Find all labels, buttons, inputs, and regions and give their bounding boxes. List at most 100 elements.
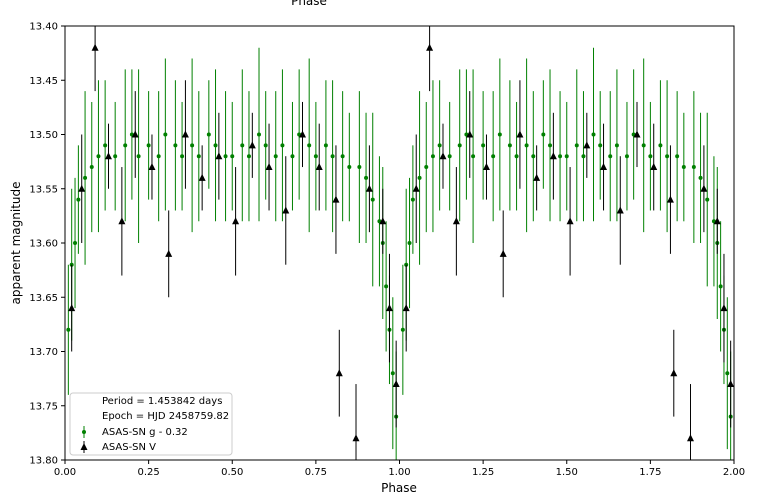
- data-point: [215, 152, 223, 160]
- data-point: [123, 143, 128, 148]
- y-tick-label: 13.55: [29, 184, 58, 195]
- data-point: [181, 130, 189, 138]
- data-point: [633, 130, 641, 138]
- data-point: [452, 217, 460, 225]
- data-point: [514, 154, 519, 159]
- y-tick-label: 13.40: [29, 22, 58, 33]
- data-point: [650, 163, 658, 171]
- data-point: [213, 143, 218, 148]
- legend-epoch: Epoch = HJD 2458759.82: [102, 411, 229, 422]
- data-point: [118, 217, 126, 225]
- data-point: [658, 143, 663, 148]
- data-point: [497, 132, 502, 137]
- data-point: [89, 165, 94, 170]
- data-point: [232, 217, 240, 225]
- data-point: [681, 165, 686, 170]
- data-point: [507, 143, 512, 148]
- data-point: [66, 327, 71, 332]
- data-point: [131, 130, 139, 138]
- data-point: [282, 206, 290, 214]
- data-point: [471, 154, 476, 159]
- data-point: [323, 143, 328, 148]
- data-point: [113, 154, 118, 159]
- data-point: [385, 304, 393, 312]
- x-tick-label: 0.75: [305, 467, 327, 478]
- data-point: [148, 163, 156, 171]
- data-point: [687, 434, 695, 442]
- data-point: [392, 380, 400, 388]
- data-point: [136, 154, 141, 159]
- y-axis-label: apparent magnitude: [9, 181, 23, 304]
- data-point: [206, 132, 211, 137]
- data-point: [616, 206, 624, 214]
- x-axis-label: Phase: [381, 481, 417, 495]
- data-point: [352, 434, 360, 442]
- data-point: [78, 184, 86, 192]
- data-point: [727, 380, 734, 388]
- data-point: [598, 143, 603, 148]
- data-point: [407, 241, 412, 245]
- data-point: [641, 143, 646, 148]
- legend-v-label: ASAS-SN V: [102, 442, 156, 453]
- data-point: [499, 249, 507, 257]
- legend-g-marker: [82, 426, 86, 438]
- data-point: [583, 141, 591, 149]
- data-point: [173, 143, 178, 148]
- data-point: [384, 284, 389, 289]
- data-point: [91, 43, 99, 51]
- data-point: [713, 217, 721, 225]
- data-point: [240, 143, 245, 148]
- data-point: [280, 143, 285, 148]
- data-point: [198, 173, 206, 181]
- data-point: [437, 143, 442, 148]
- y-tick-label: 13.50: [29, 130, 58, 141]
- data-point: [424, 165, 429, 170]
- y-tick-label: 13.70: [29, 347, 58, 358]
- data-point: [335, 369, 343, 377]
- data-point: [457, 143, 462, 148]
- data-point: [541, 132, 546, 137]
- data-point: [156, 154, 161, 159]
- data-point: [290, 154, 295, 159]
- data-point: [246, 154, 251, 159]
- data-point: [426, 43, 434, 51]
- data-point: [307, 143, 312, 148]
- data-point: [313, 154, 318, 159]
- data-point: [330, 154, 335, 159]
- data-point: [574, 143, 579, 148]
- y-tick-label: 13.65: [29, 293, 58, 304]
- x-tick-label: 0.25: [137, 467, 159, 478]
- data-point: [491, 154, 496, 159]
- legend-g-label: ASAS-SN g - 0.32: [102, 427, 188, 438]
- data-point: [700, 184, 708, 192]
- data-point: [666, 195, 674, 203]
- data-point: [410, 197, 415, 202]
- y-tick-label: 13.60: [29, 239, 58, 250]
- data-point: [531, 154, 536, 159]
- data-point: [190, 143, 195, 148]
- data-point: [439, 152, 447, 160]
- data-point: [163, 132, 168, 137]
- y-tick-label: 13.45: [29, 76, 58, 87]
- data-point: [73, 241, 78, 245]
- data-point: [402, 304, 410, 312]
- data-point: [608, 154, 613, 159]
- data-point: [332, 195, 340, 203]
- data-point: [566, 217, 574, 225]
- data-point: [340, 154, 345, 159]
- data-point: [564, 154, 569, 159]
- data-point: [364, 175, 369, 180]
- data-point: [365, 184, 373, 192]
- data-point: [357, 165, 362, 170]
- data-point: [549, 152, 557, 160]
- series-asassn-v: [68, 26, 734, 460]
- data-point: [146, 143, 151, 148]
- data-point: [481, 143, 486, 148]
- y-tick-label: 13.75: [29, 401, 58, 412]
- data-point: [347, 165, 352, 170]
- data-point: [273, 154, 278, 159]
- legend: Period = 1.453842 days Epoch = HJD 24587…: [69, 392, 233, 456]
- data-point: [648, 154, 653, 159]
- x-tick-label: 0.00: [54, 467, 76, 478]
